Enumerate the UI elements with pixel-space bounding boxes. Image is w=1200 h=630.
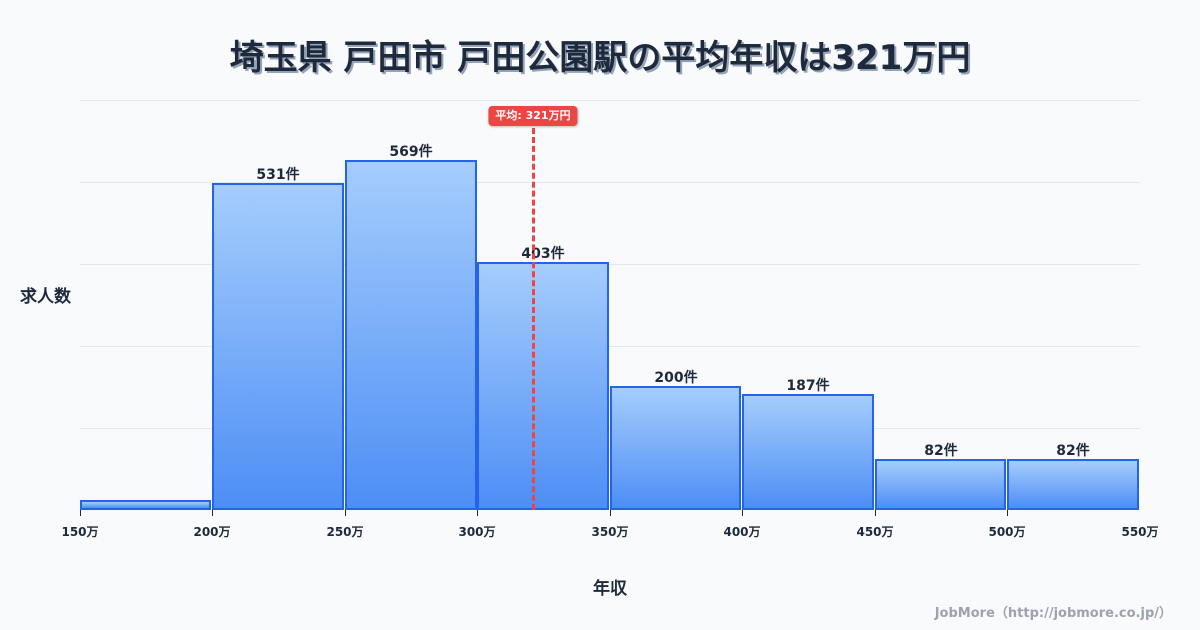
x-tick-label: 350万 [591, 525, 629, 539]
bar-label: 187件 [786, 378, 830, 394]
bar-400-450 [742, 394, 874, 510]
x-tick [875, 510, 876, 516]
chart-title: 埼玉県 戸田市 戸田公園駅の平均年収は321万円 [229, 38, 971, 78]
bar-label: 531件 [256, 167, 300, 183]
bar-200-250 [212, 183, 344, 510]
bar-450-500 [875, 459, 1006, 510]
bar-150-200 [80, 500, 211, 510]
bar-300-350 [477, 262, 609, 510]
x-tick [742, 510, 743, 516]
bar-label: 403件 [521, 246, 565, 262]
x-tick-label: 150万 [61, 525, 99, 539]
bar-label: 82件 [1056, 443, 1090, 459]
bar-label: 82件 [924, 443, 958, 459]
x-tick-label: 500万 [988, 525, 1026, 539]
bar-250-300 [345, 160, 477, 510]
x-tick [1007, 510, 1008, 516]
x-axis-label: 年収 [593, 579, 627, 599]
x-tick-label: 400万 [723, 525, 761, 539]
x-tick-label: 200万 [193, 525, 231, 539]
gridline [80, 346, 1140, 347]
x-tick-label: 450万 [856, 525, 894, 539]
bar-500-550 [1007, 459, 1139, 510]
source-credit: JobMore（http://jobmore.co.jp/） [934, 606, 1172, 621]
x-tick [212, 510, 213, 516]
gridline [80, 100, 1140, 101]
bar-350-400 [610, 386, 741, 510]
bar-label: 569件 [389, 144, 433, 160]
x-tick [345, 510, 346, 516]
x-tick [80, 510, 81, 516]
x-tick-label: 300万 [458, 525, 496, 539]
x-tick [477, 510, 478, 516]
mean-line [532, 128, 535, 510]
x-tick [610, 510, 611, 516]
x-tick-label: 250万 [326, 525, 364, 539]
y-axis-label: 求人数 [20, 287, 71, 307]
x-tick-label: 550万 [1121, 525, 1159, 539]
gridline [80, 182, 1140, 183]
bar-label: 200件 [654, 370, 698, 386]
plot-area: 531件 569件 403件 200件 187件 82件 82件 [80, 100, 1140, 510]
mean-badge: 平均: 321万円 [488, 106, 578, 126]
gridline [80, 264, 1140, 265]
